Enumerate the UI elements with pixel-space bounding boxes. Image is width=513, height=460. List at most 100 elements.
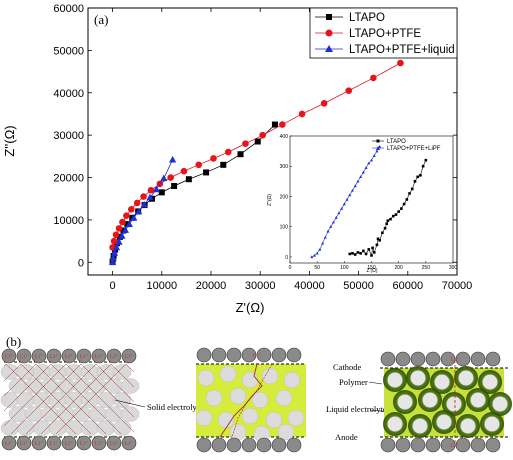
data-point: [169, 155, 177, 163]
diag1-anode-particle: [31, 435, 47, 451]
inset-y-tick-label: 200: [280, 194, 289, 200]
ion-path: [3, 363, 7, 367]
solid-particle: [470, 392, 486, 408]
diag1-cathode-particle: [106, 348, 122, 364]
inset-data-point: [389, 217, 392, 221]
diag1-anode-particle: [46, 435, 62, 451]
li-ion-label: Li⁺: [110, 440, 119, 447]
solid-particle: [261, 367, 279, 385]
diag2-anode-particle: [286, 437, 302, 453]
data-point: [112, 243, 121, 251]
solid-particle: [436, 414, 452, 430]
inset-x-tick-label: 150: [367, 265, 376, 271]
solid-electrolyte-particle: [0, 364, 20, 380]
li-ion-label: Li⁺: [80, 353, 89, 360]
inset-frame: [289, 135, 454, 264]
solid-electrolyte-particle: [16, 392, 36, 408]
legend-marker-ptfe: [325, 29, 333, 37]
label-solid-electrolyte: Solid electrolyte particle: [147, 402, 231, 412]
diag3-anode-particle: [455, 437, 471, 453]
solid-electrolyte-particle: [112, 420, 132, 436]
inset-data-point: [337, 211, 341, 215]
solid-electrolyte-particle: [56, 378, 76, 394]
inset-y-tick-label: 300: [280, 164, 289, 170]
inset-data-point: [375, 243, 379, 247]
ion-path: [125, 363, 135, 373]
data-point: [140, 200, 148, 208]
data-point: [210, 155, 217, 162]
ion-path: [35, 363, 107, 435]
solid-particle: [412, 418, 428, 434]
li-ion-label: Li⁺: [95, 440, 104, 447]
series-group: [109, 59, 404, 266]
diag3-cathode-particle: [440, 351, 456, 367]
ion-path: [95, 363, 135, 403]
diag1-cathode-particle: [121, 348, 137, 364]
li-ion-label: Li⁺: [50, 440, 59, 447]
inset-legend-label-lipf: LTAPO+PTFE+LiPF: [387, 146, 441, 152]
inset-data-point: [408, 192, 411, 195]
data-point: [127, 206, 135, 213]
diagram-solid-electrolyte: Li⁺ Li⁺ Li⁺ Li⁺ Li⁺ Li⁺ Li⁺ Li⁺ Li⁺ Li⁺ Li⁺ Li⁺ Li⁺ L…: [0, 348, 140, 451]
inset-data-point: [375, 149, 379, 153]
label-anode: Anode: [335, 432, 358, 442]
inset-x-tick-label: 50: [314, 265, 320, 271]
ion-path: [80, 363, 135, 418]
diag2-cathode-particle: [286, 347, 302, 363]
li-ion-label: Li⁺: [451, 356, 460, 363]
data-point: [112, 231, 120, 239]
data-point: [171, 183, 178, 189]
diagram-liquid-electrolyte: Li⁺ Li⁺: [380, 351, 512, 453]
diag1-cathode-particle: [16, 348, 32, 364]
x-tick-label: 0: [110, 280, 116, 292]
data-point: [135, 207, 143, 215]
diagram-polymer: Li⁺: [195, 347, 306, 453]
x-tick-label: 20000: [196, 280, 227, 292]
solid-particle: [229, 423, 247, 441]
x-axis-label: Z'(Ω): [236, 300, 265, 315]
data-point: [140, 193, 147, 200]
x-tick-label: 50000: [343, 280, 374, 292]
legend-label-liquid: LTAPO+PTFE+liquid: [349, 44, 455, 56]
solid-particle: [283, 371, 301, 389]
inset-chart: 0 50 100 150 200 250 300 0 100 200 300 400 Z'(Ω) Z'…: [267, 134, 457, 274]
inset-data-point: [410, 187, 414, 191]
solid-particle: [387, 416, 403, 432]
solid-particle: [275, 389, 293, 407]
data-point: [115, 225, 123, 232]
data-point: [259, 131, 266, 139]
inset-data-point: [371, 246, 374, 250]
data-point: [158, 189, 165, 196]
inset-data-point: [370, 158, 373, 162]
inset-x-tick-label: 200: [394, 265, 403, 271]
data-point: [237, 151, 244, 158]
diag2-cathode-particle: [196, 347, 212, 363]
legend-marker-ltapo: [326, 14, 332, 20]
solid-electrolyte-particle: [48, 420, 68, 436]
inset-data-point: [376, 237, 380, 241]
ion-path: [110, 363, 135, 388]
li-ion-label: Li⁺: [35, 353, 44, 360]
solid-particle: [422, 392, 438, 408]
label-polymer: Polymer: [339, 377, 368, 387]
diag2-anode-particle: [271, 437, 287, 453]
inset-data-point: [321, 241, 325, 245]
inset-data-point: [394, 213, 398, 216]
inset-data-point: [364, 166, 368, 169]
inset-data-point: [381, 231, 384, 235]
series-line-0: [112, 124, 276, 262]
inset-y-tick-label: 400: [280, 134, 289, 140]
li-ion-label: Li⁺: [50, 353, 59, 360]
diag3-cathode-particle: [395, 351, 411, 367]
inset-data-point: [364, 252, 368, 256]
y-tick-label: 20000: [53, 173, 84, 185]
data-point: [123, 212, 130, 219]
solid-electrolyte-particle: [16, 364, 36, 380]
schematic: (b) Li⁺Li⁺Li⁺Li⁺Li⁺Li⁺Li⁺Li⁺Li⁺Li⁺Li⁺Li⁺…: [0, 334, 512, 453]
solid-particle: [241, 407, 259, 425]
li-ion-label: Li⁺: [20, 440, 29, 447]
diag1-anode-particle: [91, 435, 107, 451]
ion-path: [65, 363, 135, 433]
inset-data-point: [334, 216, 338, 219]
diag1-anode-particle: [76, 435, 92, 451]
